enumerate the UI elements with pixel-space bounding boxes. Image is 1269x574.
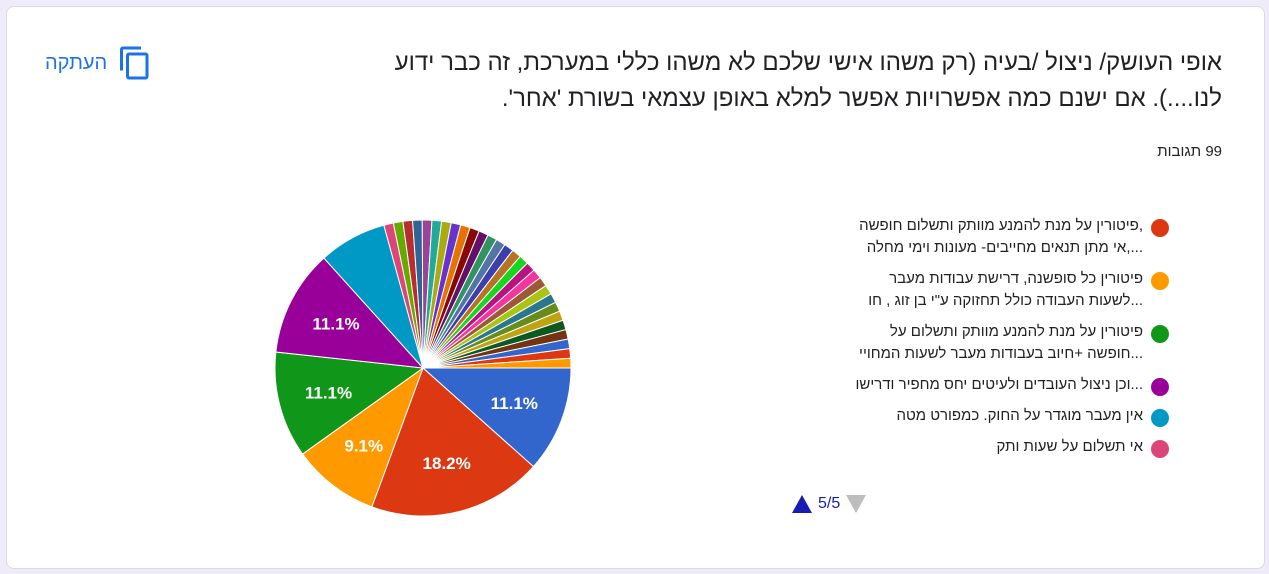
legend-swatch (1151, 325, 1169, 343)
legend-label: אין מעבר מוגדר על החוק. כמפורט מטה (763, 405, 1143, 427)
copy-button[interactable]: העתקה (45, 43, 153, 83)
pie-slice[interactable] (422, 357, 572, 369)
pie-slice[interactable] (371, 367, 535, 517)
legend-label-line1: פיטורין כל סופשנה, דרישת עבודות מעבר (889, 270, 1143, 287)
pie-slice-label: 9.1% (344, 437, 383, 456)
legend-label-line2: ...,אי מתן תנאים מחייבים- מעונות וימי מח… (866, 239, 1143, 256)
copy-icon (117, 45, 153, 81)
pie-slice-label: 11.1% (305, 384, 352, 403)
pie-slice[interactable] (301, 366, 425, 508)
chart-legend: ,פיטורין על מנת להמנע מוותק ותשלום חופשה… (749, 215, 1169, 467)
copy-button-label: העתקה (45, 51, 108, 74)
legend-swatch (1151, 440, 1169, 458)
question-title: אופי העושק/ ניצול /בעיה (רק משהו אישי של… (262, 45, 1222, 117)
legend-swatch (1151, 272, 1169, 290)
legend-label-line2: ...לשעות העבודה כולל תחזוקה ע"י בן זוג ,… (868, 292, 1143, 309)
legend-prev-page-icon[interactable] (792, 495, 812, 513)
question-title-line2: לנו....). אם ישנם כמה אפשרויות אפשר למלא… (501, 85, 1222, 112)
legend-item[interactable]: פיטורין כל סופשנה, דרישת עבודות מעבר ...ל… (749, 268, 1169, 312)
pie-chart: 11.1% 18.2% 9.1% 11.1% 11.1% (275, 220, 572, 517)
legend-item[interactable]: פיטורין על מנת להמנע מוותק ותשלום על ...ח… (749, 321, 1169, 365)
pie-slice[interactable] (275, 257, 425, 369)
question-title-line1: אופי העושק/ ניצול /בעיה (רק משהו אישי של… (394, 49, 1222, 76)
pie-slice[interactable] (421, 367, 572, 468)
legend-swatch (1151, 409, 1169, 427)
legend-label-line1: פיטורין על מנת להמנע מוותק ותשלום על (889, 323, 1143, 340)
legend-label: ...וכן ניצול העובדים ולעיטים יחס מחפיר ו… (763, 374, 1143, 396)
legend-item[interactable]: ...וכן ניצול העובדים ולעיטים יחס מחפיר ו… (749, 374, 1169, 396)
legend-label-line2: ...חופשה +חיוב בעבודות מעבר לשעות המחויי (859, 345, 1143, 362)
legend-page-indicator: 5/5 (818, 495, 841, 512)
legend-swatch (1151, 378, 1169, 396)
legend-item[interactable]: ,פיטורין על מנת להמנע מוותק ותשלום חופשה… (749, 215, 1169, 259)
pie-slice-label: 18.2% (423, 454, 471, 473)
legend-pager: 5/5 (792, 495, 867, 513)
legend-label-line1: אי תשלום על שעות ותק (996, 438, 1143, 455)
legend-label: אי תשלום על שעות ותק (763, 436, 1143, 458)
legend-label-line1: ...וכן ניצול העובדים ולעיטים יחס מחפיר ו… (855, 376, 1143, 393)
legend-swatch (1151, 219, 1169, 237)
legend-label: פיטורין על מנת להמנע מוותק ותשלום על ...ח… (763, 321, 1143, 365)
legend-label: ,פיטורין על מנת להמנע מוותק ותשלום חופשה… (763, 215, 1143, 259)
response-count: 99 תגובות (1157, 143, 1222, 160)
legend-next-page-icon[interactable] (846, 495, 867, 513)
pie-slice-label: 11.1% (491, 394, 538, 413)
legend-item[interactable]: אין מעבר מוגדר על החוק. כמפורט מטה (749, 405, 1169, 427)
legend-label: פיטורין כל סופשנה, דרישת עבודות מעבר ...ל… (763, 268, 1143, 312)
legend-item[interactable]: אי תשלום על שעות ותק (749, 436, 1169, 458)
pie-slice-label: 11.1% (312, 315, 359, 334)
response-card: אופי העושק/ ניצול /בעיה (רק משהו אישי של… (6, 6, 1265, 569)
pie-slice[interactable] (275, 351, 425, 455)
legend-label-line1: ,פיטורין על מנת להמנע מוותק ותשלום חופשה (859, 217, 1143, 234)
legend-label-line1: אין מעבר מוגדר על החוק. כמפורט מטה (896, 407, 1143, 424)
